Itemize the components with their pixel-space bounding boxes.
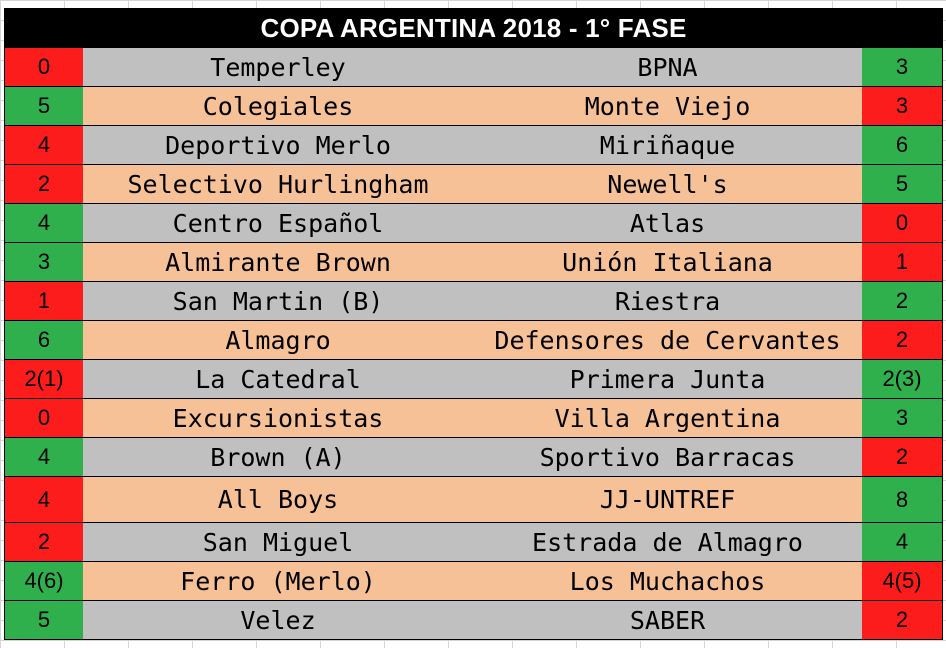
home-team-cell[interactable]: Temperley [83,48,473,86]
home-score-cell[interactable]: 0 [5,399,83,437]
home-score-cell[interactable]: 4 [5,438,83,476]
away-team-cell[interactable]: JJ-UNTREF [473,477,862,522]
home-score-cell[interactable]: 6 [5,321,83,359]
match-row: 4 Deportivo Merlo Miriñaque 6 [5,125,942,164]
away-score-cell[interactable]: 4(5) [862,562,942,600]
match-row: 4(6) Ferro (Merlo) Los Muchachos 4(5) [5,561,942,600]
match-row: 4 All Boys JJ-UNTREF 8 [5,476,942,522]
home-team-cell[interactable]: San Miguel [83,523,473,561]
home-score-cell[interactable]: 2 [5,523,83,561]
away-score-cell[interactable]: 1 [862,243,942,281]
away-score-cell[interactable]: 5 [862,165,942,203]
match-row: 6 Almagro Defensores de Cervantes 2 [5,320,942,359]
home-score-cell[interactable]: 2(1) [5,360,83,398]
home-score-cell[interactable]: 1 [5,282,83,320]
match-row: 5 Colegiales Monte Viejo 3 [5,86,942,125]
away-team-cell[interactable]: Riestra [473,282,862,320]
results-table: COPA ARGENTINA 2018 - 1° FASE 0 Temperley… [4,8,943,640]
away-team-cell[interactable]: SABER [473,601,862,639]
home-team-cell[interactable]: Excursionistas [83,399,473,437]
match-row: 2(1) La Catedral Primera Junta 2(3) [5,359,942,398]
away-score-cell[interactable]: 2 [862,321,942,359]
away-score-cell[interactable]: 8 [862,477,942,522]
away-score-cell[interactable]: 3 [862,48,942,86]
away-team-cell[interactable]: Defensores de Cervantes [473,321,862,359]
home-score-cell[interactable]: 5 [5,601,83,639]
home-team-cell[interactable]: La Catedral [83,360,473,398]
home-team-cell[interactable]: Centro Español [83,204,473,242]
home-team-cell[interactable]: Selectivo Hurlingham [83,165,473,203]
home-score-cell[interactable]: 4 [5,204,83,242]
home-score-cell[interactable]: 5 [5,87,83,125]
home-team-cell[interactable]: Ferro (Merlo) [83,562,473,600]
away-team-cell[interactable]: Primera Junta [473,360,862,398]
away-team-cell[interactable]: Villa Argentina [473,399,862,437]
away-team-cell[interactable]: Monte Viejo [473,87,862,125]
match-row: 2 Selectivo Hurlingham Newell's 5 [5,164,942,203]
away-score-cell[interactable]: 2 [862,282,942,320]
away-team-cell[interactable]: Miriñaque [473,126,862,164]
match-rows: 0 Temperley BPNA 3 5 Colegiales Monte Viejo 3 4 D… [5,47,942,639]
home-score-cell[interactable]: 2 [5,165,83,203]
home-score-cell[interactable]: 3 [5,243,83,281]
away-score-cell[interactable]: 3 [862,399,942,437]
home-score-cell[interactable]: 0 [5,48,83,86]
away-team-cell[interactable]: Unión Italiana [473,243,862,281]
away-team-cell[interactable]: Los Muchachos [473,562,862,600]
away-score-cell[interactable]: 4 [862,523,942,561]
away-team-cell[interactable]: Atlas [473,204,862,242]
match-row: 0 Temperley BPNA 3 [5,47,942,86]
away-score-cell[interactable]: 6 [862,126,942,164]
match-row: 0 Excursionistas Villa Argentina 3 [5,398,942,437]
home-score-cell[interactable]: 4(6) [5,562,83,600]
home-score-cell[interactable]: 4 [5,126,83,164]
home-team-cell[interactable]: Deportivo Merlo [83,126,473,164]
away-team-cell[interactable]: Sportivo Barracas [473,438,862,476]
home-team-cell[interactable]: Almirante Brown [83,243,473,281]
match-row: 1 San Martin (B) Riestra 2 [5,281,942,320]
away-score-cell[interactable]: 2(3) [862,360,942,398]
away-score-cell[interactable]: 3 [862,87,942,125]
home-score-cell[interactable]: 4 [5,477,83,522]
match-row: 2 San Miguel Estrada de Almagro 4 [5,522,942,561]
home-team-cell[interactable]: Brown (A) [83,438,473,476]
table-title: COPA ARGENTINA 2018 - 1° FASE [5,9,942,47]
home-team-cell[interactable]: Velez [83,601,473,639]
home-team-cell[interactable]: Colegiales [83,87,473,125]
away-team-cell[interactable]: Newell's [473,165,862,203]
away-score-cell[interactable]: 0 [862,204,942,242]
match-row: 4 Centro Español Atlas 0 [5,203,942,242]
match-row: 4 Brown (A) Sportivo Barracas 2 [5,437,942,476]
away-team-cell[interactable]: Estrada de Almagro [473,523,862,561]
home-team-cell[interactable]: Almagro [83,321,473,359]
away-team-cell[interactable]: BPNA [473,48,862,86]
away-score-cell[interactable]: 2 [862,438,942,476]
match-row: 3 Almirante Brown Unión Italiana 1 [5,242,942,281]
home-team-cell[interactable]: All Boys [83,477,473,522]
match-row: 5 Velez SABER 2 [5,600,942,639]
away-score-cell[interactable]: 2 [862,601,942,639]
home-team-cell[interactable]: San Martin (B) [83,282,473,320]
